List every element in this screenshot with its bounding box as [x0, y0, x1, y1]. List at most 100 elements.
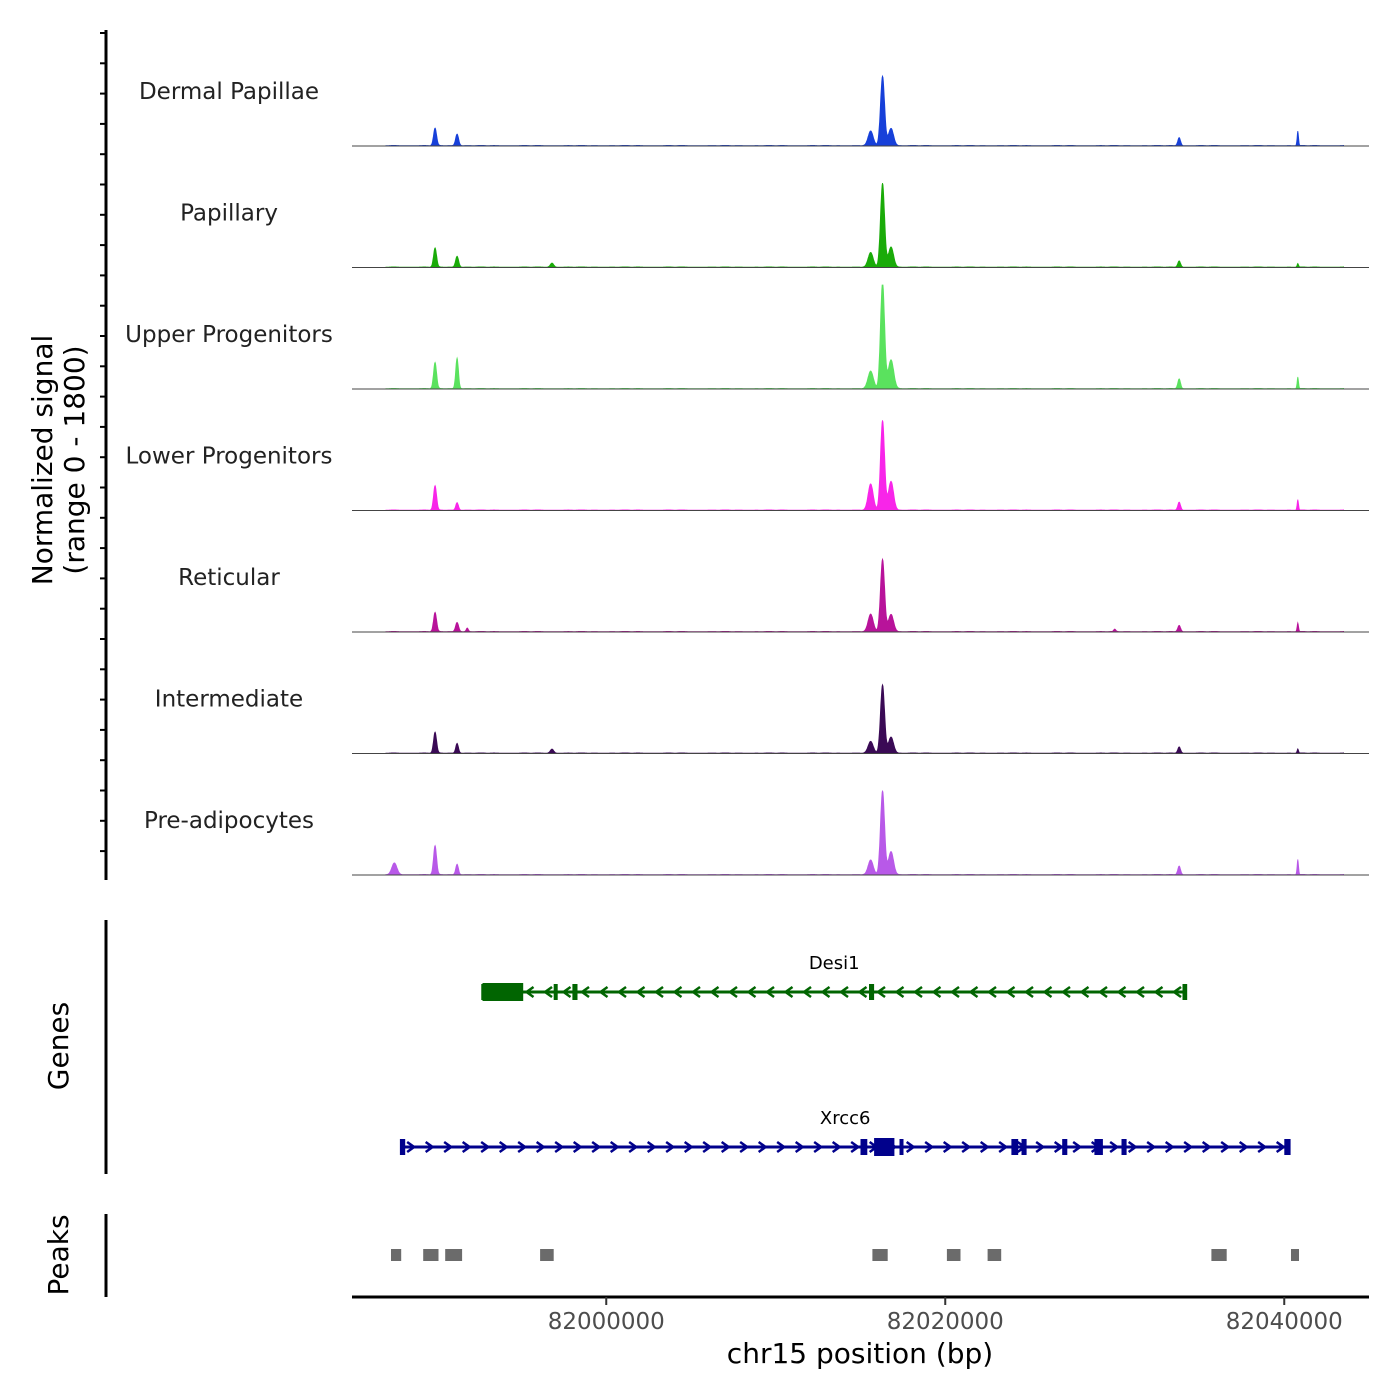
- strand-arrow: [628, 1140, 639, 1154]
- strand-arrow: [838, 985, 849, 999]
- peak-region: [445, 1249, 463, 1261]
- strand-arrow: [794, 1140, 805, 1154]
- strand-arrow: [1035, 1140, 1046, 1154]
- strand-arrow: [720, 1140, 731, 1154]
- strand-arrow: [690, 985, 701, 999]
- strand-arrow: [461, 1140, 472, 1154]
- strand-arrow: [1097, 985, 1108, 999]
- gene-exon: [1284, 1139, 1290, 1155]
- strand-arrow: [561, 985, 572, 999]
- gene-exon: [1021, 1139, 1027, 1155]
- track-label: Lower Progenitors: [126, 444, 333, 470]
- gene-exon: [874, 1138, 895, 1156]
- strand-arrow: [406, 1140, 417, 1154]
- strand-arrow: [875, 985, 886, 999]
- strand-arrow: [905, 1140, 916, 1154]
- track-label: Pre-adipocytes: [144, 808, 314, 834]
- genes-ylabel: Genes: [42, 1002, 75, 1090]
- strand-arrow: [554, 1140, 565, 1154]
- track-label: Reticular: [178, 565, 280, 591]
- track-label: Intermediate: [155, 687, 303, 713]
- gene-exon: [553, 984, 558, 1000]
- strand-arrow: [949, 985, 960, 999]
- signal-area: [385, 284, 1344, 390]
- track-dermal-papillae: Dermal Papillae: [139, 74, 1369, 147]
- strand-arrow: [1072, 1140, 1083, 1154]
- strand-arrow: [764, 985, 775, 999]
- strand-arrow: [646, 1140, 657, 1154]
- strand-arrow: [498, 1140, 509, 1154]
- strand-arrow: [757, 1140, 768, 1154]
- strand-arrow: [727, 985, 738, 999]
- strand-arrow: [517, 1140, 528, 1154]
- x-tick-label: 82040000: [1226, 1309, 1343, 1335]
- strand-arrow: [1116, 985, 1127, 999]
- x-tick-label: 82000000: [548, 1309, 665, 1335]
- strand-arrow: [739, 1140, 750, 1154]
- gene-exon: [860, 1139, 868, 1155]
- track-papillary: Papillary: [180, 182, 1369, 268]
- strand-arrow: [998, 1140, 1009, 1154]
- peak-region: [391, 1249, 402, 1261]
- strand-arrow: [572, 1140, 583, 1154]
- peak-region: [872, 1249, 888, 1261]
- gene-exon: [869, 984, 875, 1000]
- strand-arrow: [598, 985, 609, 999]
- strand-arrow: [746, 985, 757, 999]
- gene-exon: [1182, 984, 1187, 1000]
- strand-arrow: [1042, 985, 1053, 999]
- strand-arrow: [924, 1140, 935, 1154]
- gene-exon: [482, 983, 524, 1001]
- peak-region: [946, 1249, 961, 1261]
- track-label: Upper Progenitors: [125, 322, 333, 348]
- strand-arrow: [1164, 1140, 1175, 1154]
- gene-label: Desi1: [809, 953, 860, 974]
- strand-arrow: [1005, 985, 1016, 999]
- strand-arrow: [635, 985, 646, 999]
- genes-panel: Genes Desi1 Xrcc6: [42, 920, 1291, 1174]
- strand-arrow: [616, 985, 627, 999]
- strand-arrow: [1146, 1140, 1157, 1154]
- track-label: Dermal Papillae: [139, 79, 319, 105]
- coverage-ylabel-line2: (range 0 - 1800): [58, 345, 91, 574]
- signal-area: [385, 74, 1344, 147]
- strand-arrow: [931, 985, 942, 999]
- track-label: Papillary: [180, 201, 278, 227]
- gene-exon: [572, 984, 578, 1000]
- strand-arrow: [1060, 985, 1071, 999]
- track-pre-adipocytes: Pre-adipocytes: [144, 790, 1369, 876]
- strand-arrow: [850, 1140, 861, 1154]
- strand-arrow: [968, 985, 979, 999]
- strand-arrow: [424, 1140, 435, 1154]
- strand-arrow: [1275, 1140, 1286, 1154]
- peaks-ylabel: Peaks: [42, 1214, 75, 1295]
- strand-arrow: [665, 1140, 676, 1154]
- strand-arrow: [480, 1140, 491, 1154]
- strand-arrow: [1238, 1140, 1249, 1154]
- coverage-y-axis: [100, 30, 108, 880]
- gene-label: Xrcc6: [820, 1108, 871, 1129]
- gene-exon: [1062, 1139, 1068, 1155]
- strand-arrow: [591, 1140, 602, 1154]
- x-axis: chr15 position (bp) 82000000 82020000 8204…: [352, 1295, 1369, 1370]
- strand-arrow: [857, 985, 868, 999]
- strand-arrow: [831, 1140, 842, 1154]
- strand-arrow: [1127, 1140, 1138, 1154]
- gene-desi1: Desi1: [481, 953, 1188, 1001]
- strand-arrow: [579, 985, 590, 999]
- strand-arrow: [961, 1140, 972, 1154]
- strand-arrow: [1153, 985, 1164, 999]
- strand-arrow: [942, 1140, 953, 1154]
- strand-arrow: [783, 985, 794, 999]
- signal-area: [385, 182, 1344, 268]
- peak-region: [1291, 1249, 1299, 1261]
- peak-region: [423, 1249, 439, 1261]
- strand-arrow: [912, 985, 923, 999]
- peak-region: [987, 1249, 1002, 1261]
- strand-arrow: [524, 985, 535, 999]
- signal-area: [385, 420, 1344, 511]
- strand-arrow: [894, 985, 905, 999]
- strand-arrow: [801, 985, 812, 999]
- x-axis-title: chr15 position (bp): [727, 1337, 993, 1370]
